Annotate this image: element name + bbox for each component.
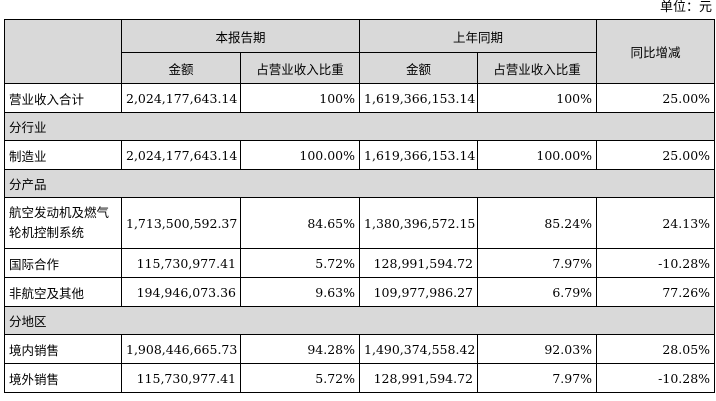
cell-prior-amount: 128,991,594.72 xyxy=(359,248,479,278)
cell-prior-amount: 1,380,396,572.15 xyxy=(359,197,479,249)
cell-current-amount: 194,946,073.36 xyxy=(121,277,241,307)
section-row: 分行业 xyxy=(3,112,716,141)
total-current-share: 100% xyxy=(239,83,361,113)
cell-current-share: 94.28% xyxy=(239,334,361,364)
cell-current-share: 5.72% xyxy=(239,363,361,393)
table-row: 境内销售 1,908,446,665.73 94.28% 1,490,374,558.… xyxy=(4,334,716,364)
row-label: 制造业 xyxy=(4,140,122,170)
total-change: 25.00% xyxy=(596,83,716,113)
cell-current-amount: 115,730,977.41 xyxy=(121,248,241,278)
cell-current-amount: 115,730,977.41 xyxy=(121,363,241,393)
header-current-period: 本报告期 xyxy=(120,19,361,53)
section-title: 分行业 xyxy=(3,112,716,141)
cell-prior-share: 92.03% xyxy=(477,334,598,364)
cell-prior-share: 7.97% xyxy=(477,363,598,393)
cell-prior-share: 100.00% xyxy=(477,140,598,170)
table-row: 制造业 2,024,177,643.14 100.00% 1,619,366,153.… xyxy=(4,140,716,170)
header-yoy-change: 同比增减 xyxy=(596,19,716,84)
cell-prior-amount: 128,991,594.72 xyxy=(359,363,479,393)
cell-current-share: 84.65% xyxy=(239,197,361,249)
section-row: 分地区 xyxy=(3,306,716,335)
unit-label: 单位：元 xyxy=(659,0,712,15)
cell-prior-share: 6.79% xyxy=(477,277,598,307)
row-label: 航空发动机及燃气轮机控制系统 xyxy=(4,197,122,249)
table-body: 本报告期 上年同期 同比增减 金额 占营业收入比重 金额 占营业收入比重 营业收… xyxy=(3,19,716,393)
cell-prior-amount: 109,977,986.27 xyxy=(359,277,479,307)
cell-change: -10.28% xyxy=(596,248,716,278)
cell-change: 77.26% xyxy=(596,277,716,307)
cell-change: 28.05% xyxy=(596,334,716,364)
cell-prior-amount: 1,619,366,153.14 xyxy=(359,140,479,170)
total-label: 营业收入合计 xyxy=(4,83,122,113)
revenue-breakdown-table: 本报告期 上年同期 同比增减 金额 占营业收入比重 金额 占营业收入比重 营业收… xyxy=(3,19,716,393)
total-prior-share: 100% xyxy=(477,83,598,113)
row-label: 国际合作 xyxy=(4,248,122,278)
total-prior-amount: 1,619,366,153.14 xyxy=(359,83,479,113)
header-prior-amount: 金额 xyxy=(359,52,479,84)
table-row: 国际合作 115,730,977.41 5.72% 128,991,594.72 7.9… xyxy=(4,248,716,278)
cell-current-amount: 1,713,500,592.37 xyxy=(121,197,241,249)
table-row: 航空发动机及燃气轮机控制系统 1,713,500,592.37 84.65% 1,38… xyxy=(4,197,716,249)
header-current-share: 占营业收入比重 xyxy=(239,52,361,84)
cell-prior-share: 85.24% xyxy=(477,197,598,249)
header-blank-cell xyxy=(4,19,122,84)
cell-change: -10.28% xyxy=(596,363,716,393)
header-row-2: 金额 占营业收入比重 金额 占营业收入比重 xyxy=(5,52,715,84)
header-prior-share: 占营业收入比重 xyxy=(477,52,598,84)
section-title: 分地区 xyxy=(3,306,716,335)
cell-current-amount: 2,024,177,643.14 xyxy=(121,140,241,170)
header-current-amount: 金额 xyxy=(121,52,241,84)
cell-current-share: 9.63% xyxy=(239,277,361,307)
cell-current-amount: 1,908,446,665.73 xyxy=(121,334,241,364)
cell-change: 25.00% xyxy=(596,140,716,170)
cell-current-share: 100.00% xyxy=(239,140,361,170)
table-row: 非航空及其他 194,946,073.36 9.63% 109,977,986.27 6… xyxy=(4,277,716,307)
section-row: 分产品 xyxy=(3,169,716,198)
row-label: 境外销售 xyxy=(4,363,122,393)
cell-current-share: 5.72% xyxy=(239,248,361,278)
total-current-amount: 2,024,177,643.14 xyxy=(121,83,241,113)
table-row: 境外销售 115,730,977.41 5.72% 128,991,594.72 7.9… xyxy=(4,363,716,393)
row-label: 非航空及其他 xyxy=(4,277,122,307)
cell-change: 24.13% xyxy=(596,197,716,249)
total-row: 营业收入合计 2,024,177,643.14 100% 1,619,366,1… xyxy=(4,83,716,113)
header-row-1: 本报告期 上年同期 同比增减 xyxy=(4,19,716,84)
section-title: 分产品 xyxy=(3,169,716,198)
header-prior-period: 上年同期 xyxy=(359,19,598,53)
cell-prior-share: 7.97% xyxy=(477,248,598,278)
row-label: 境内销售 xyxy=(4,334,122,364)
cell-prior-amount: 1,490,374,558.42 xyxy=(359,334,479,364)
